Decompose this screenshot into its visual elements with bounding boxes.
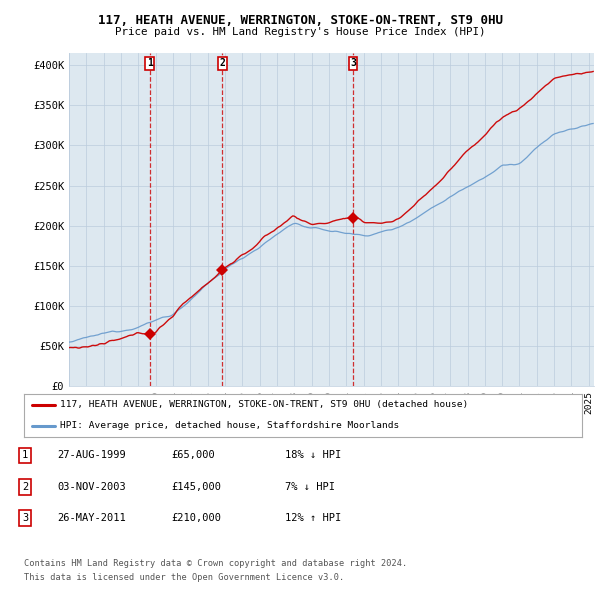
Text: 1: 1 [22, 451, 28, 460]
Text: 3: 3 [22, 513, 28, 523]
Text: Price paid vs. HM Land Registry's House Price Index (HPI): Price paid vs. HM Land Registry's House … [115, 28, 485, 37]
Text: 27-AUG-1999: 27-AUG-1999 [57, 451, 126, 460]
Text: 2: 2 [219, 58, 225, 68]
Text: 26-MAY-2011: 26-MAY-2011 [57, 513, 126, 523]
Text: 1: 1 [146, 58, 152, 68]
Text: 12% ↑ HPI: 12% ↑ HPI [285, 513, 341, 523]
Text: This data is licensed under the Open Government Licence v3.0.: This data is licensed under the Open Gov… [24, 572, 344, 582]
Text: 7% ↓ HPI: 7% ↓ HPI [285, 482, 335, 491]
Text: 03-NOV-2003: 03-NOV-2003 [57, 482, 126, 491]
Text: 18% ↓ HPI: 18% ↓ HPI [285, 451, 341, 460]
Text: 3: 3 [350, 58, 356, 68]
Text: 117, HEATH AVENUE, WERRINGTON, STOKE-ON-TRENT, ST9 0HU (detached house): 117, HEATH AVENUE, WERRINGTON, STOKE-ON-… [60, 400, 469, 409]
Text: 117, HEATH AVENUE, WERRINGTON, STOKE-ON-TRENT, ST9 0HU: 117, HEATH AVENUE, WERRINGTON, STOKE-ON-… [97, 14, 503, 27]
Text: Contains HM Land Registry data © Crown copyright and database right 2024.: Contains HM Land Registry data © Crown c… [24, 559, 407, 568]
Text: £145,000: £145,000 [171, 482, 221, 491]
Text: £210,000: £210,000 [171, 513, 221, 523]
Text: 2: 2 [22, 482, 28, 491]
Text: £65,000: £65,000 [171, 451, 215, 460]
Text: HPI: Average price, detached house, Staffordshire Moorlands: HPI: Average price, detached house, Staf… [60, 421, 400, 431]
